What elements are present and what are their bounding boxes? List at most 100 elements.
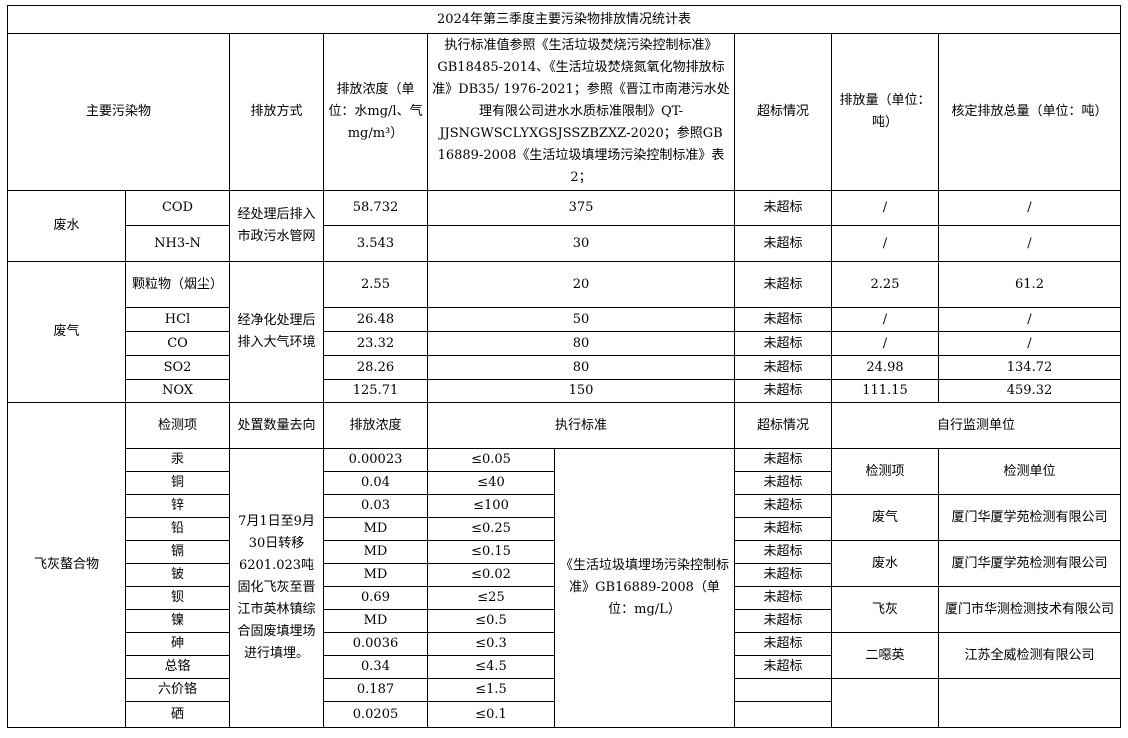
monitor-item: 废气 — [831, 494, 939, 541]
table-row: 六价铬 0.187 ≤1.5 — [8, 678, 1121, 728]
exceed-status: 未超标 — [734, 494, 832, 518]
limit: ≤100 — [427, 494, 555, 518]
item: 硒 — [125, 701, 230, 728]
concentration: 23.32 — [323, 331, 428, 356]
concentration: 58.732 — [323, 190, 428, 226]
table-row: 铜 0.04 ≤40 未超标 — [8, 471, 1121, 495]
exceed-status — [734, 701, 832, 728]
monitor-empty — [938, 678, 1121, 728]
item: 汞 — [125, 448, 230, 472]
header-exceed: 超标情况 — [734, 33, 832, 191]
flyash-header-disposal: 处置数量去向 — [229, 402, 324, 449]
total: 61.2 — [938, 261, 1121, 308]
table-row: 镉 MD ≤0.15 未超标 废水 厦门华厦学苑检测有限公司 — [8, 540, 1121, 587]
flyash-header-item: 检测项 — [125, 402, 230, 449]
exceed-status: 未超标 — [734, 261, 832, 308]
concentration: 0.0036 — [323, 632, 428, 656]
total: / — [938, 307, 1121, 332]
amount: 2.25 — [831, 261, 939, 308]
method-wastegas: 经净化处理后排入大气环境 — [229, 261, 324, 403]
concentration: 2.55 — [323, 261, 428, 308]
limit: ≤0.02 — [427, 563, 555, 587]
item: HCl — [125, 307, 230, 332]
concentration: 125.71 — [323, 379, 428, 403]
table-row: 废水 COD 经处理后排入市政污水管网 58.732 375 未超标 / / — [7, 190, 1121, 262]
header-amount: 排放量（单位：吨） — [831, 33, 939, 191]
monitor-col-item: 检测项 — [831, 448, 939, 495]
item: 铜 — [125, 471, 230, 495]
concentration: MD — [323, 609, 428, 633]
concentration: MD — [323, 517, 428, 541]
table-row: NH3-N 3.543 30 未超标 / / — [8, 225, 1121, 262]
table-row: 硒 0.0205 ≤0.1 — [8, 701, 1121, 728]
header-standard: 执行标准值参照《生活垃圾焚烧污染控制标准》GB18485-2014、《生活垃圾焚… — [427, 33, 735, 191]
item: 钡 — [125, 586, 230, 610]
table-row: NOX 125.71 150 未超标 111.15 459.32 — [8, 379, 1121, 403]
table-row: 铅 MD ≤0.25 未超标 — [8, 517, 1121, 541]
limit: ≤0.5 — [427, 609, 555, 633]
table-row: 汞 7月1日至9月30日转移6201.023吨固化飞灰至晋江市英林镇综合固废填埋… — [8, 448, 1121, 728]
concentration: 28.26 — [323, 355, 428, 380]
method-wastewater: 经处理后排入市政污水管网 — [229, 190, 324, 262]
limit: ≤0.05 — [427, 448, 555, 472]
flyash-header-conc: 排放浓度 — [323, 402, 428, 449]
exceed-status: 未超标 — [734, 540, 832, 564]
concentration: 0.69 — [323, 586, 428, 610]
exceed-status: 未超标 — [734, 379, 832, 403]
table-row: 飞灰螯合物 检测项 处置数量去向 排放浓度 执行标准 超标情况 自行监测单位 — [7, 402, 1121, 728]
standard-value: 80 — [427, 355, 735, 380]
amount: 24.98 — [831, 355, 939, 380]
item: NH3-N — [125, 225, 230, 262]
monitor-item: 废水 — [831, 540, 939, 587]
limit: ≤1.5 — [427, 678, 555, 702]
item: 颗粒物（烟尘） — [125, 261, 230, 308]
exceed-status: 未超标 — [734, 563, 832, 587]
exceed-status — [734, 678, 832, 702]
item: NOX — [125, 379, 230, 403]
standard-value: 30 — [427, 225, 735, 262]
flyash-header-exceed: 超标情况 — [734, 402, 832, 449]
table-row: 废气 颗粒物（烟尘） 经净化处理后排入大气环境 2.55 20 未超标 2.25… — [7, 261, 1121, 403]
limit: ≤0.3 — [427, 632, 555, 656]
exceed-status: 未超标 — [734, 225, 832, 262]
item: CO — [125, 331, 230, 356]
standard-value: 50 — [427, 307, 735, 332]
total: / — [938, 331, 1121, 356]
monitor-empty — [831, 678, 939, 728]
item: 镍 — [125, 609, 230, 633]
category-flyash: 飞灰螯合物 — [7, 402, 126, 728]
table-row: SO2 28.26 80 未超标 24.98 134.72 — [8, 355, 1121, 380]
amount: 111.15 — [831, 379, 939, 403]
table-row: 镍 MD ≤0.5 未超标 — [8, 609, 1121, 633]
table-row: 锌 0.03 ≤100 未超标 废气 厦门华厦学苑检测有限公司 — [8, 494, 1121, 541]
monitor-unit: 厦门华厦学苑检测有限公司 — [938, 494, 1121, 541]
exceed-status: 未超标 — [734, 471, 832, 495]
item: 铍 — [125, 563, 230, 587]
exceed-status: 未超标 — [734, 655, 832, 679]
concentration: 0.04 — [323, 471, 428, 495]
table-title: 2024年第三季度主要污染物排放情况统计表 — [7, 5, 1121, 34]
limit: ≤4.5 — [427, 655, 555, 679]
amount: / — [831, 190, 939, 226]
item: 锌 — [125, 494, 230, 518]
exceed-status: 未超标 — [734, 190, 832, 226]
standard-value: 20 — [427, 261, 735, 308]
exceed-status: 未超标 — [734, 632, 832, 656]
concentration: 0.00023 — [323, 448, 428, 472]
standard-value: 375 — [427, 190, 735, 226]
concentration: MD — [323, 540, 428, 564]
item: 总铬 — [125, 655, 230, 679]
concentration: 3.543 — [323, 225, 428, 262]
table-row: HCl 26.48 50 未超标 / / — [8, 307, 1121, 332]
limit: ≤25 — [427, 586, 555, 610]
header-total: 核定排放总量（单位：吨） — [938, 33, 1121, 191]
total: / — [938, 225, 1121, 262]
header-concentration: 排放浓度（单位：水mg/l、气mg/m³） — [323, 33, 428, 191]
item: SO2 — [125, 355, 230, 380]
exceed-status: 未超标 — [734, 448, 832, 472]
concentration: MD — [323, 563, 428, 587]
concentration: 0.03 — [323, 494, 428, 518]
header-method: 排放方式 — [229, 33, 324, 191]
item: 镉 — [125, 540, 230, 564]
monitor-unit: 厦门市华测检测技术有限公司 — [938, 586, 1121, 633]
